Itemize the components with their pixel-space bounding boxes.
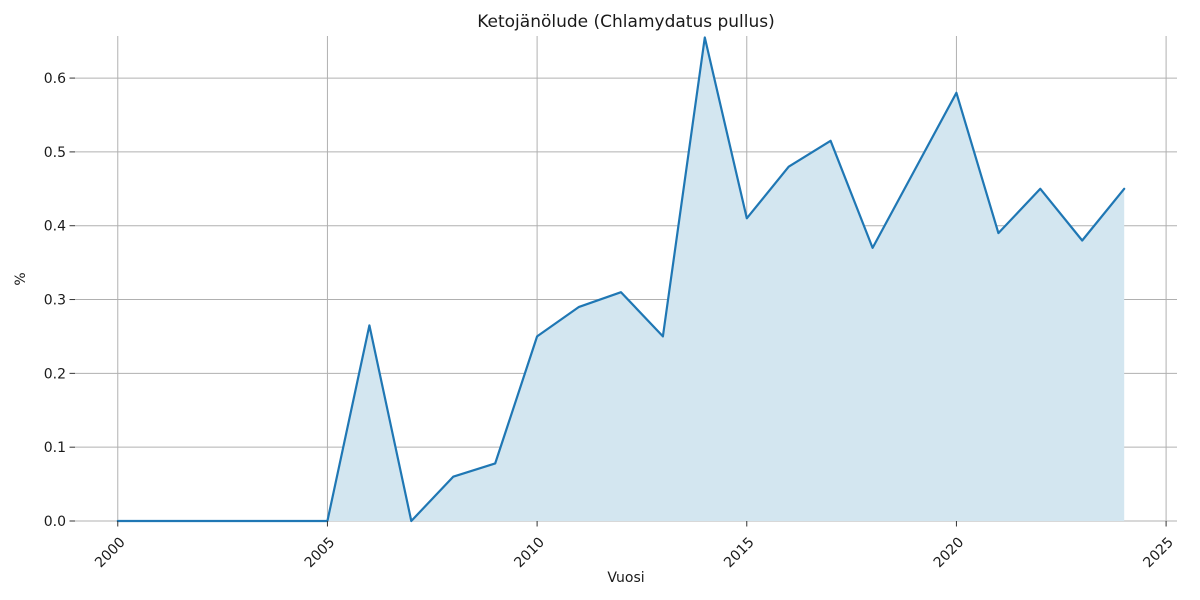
area-fill [117, 37, 1125, 521]
y-tick-label: 0.6 [44, 71, 66, 87]
y-tick-label: 0.3 [44, 293, 66, 309]
data-line-layer [116, 36, 1126, 523]
x-tick-label: 2015 [721, 535, 758, 572]
y-tick-label: 0.4 [44, 219, 66, 235]
x-tick-label: 2020 [931, 535, 968, 572]
data-line [116, 36, 1126, 523]
x-tick-label: 2010 [511, 535, 548, 572]
y-tick-label: 0.5 [44, 145, 66, 161]
y-tick-label: 0.0 [44, 514, 66, 530]
x-axis-label: Vuosi [607, 570, 644, 586]
area-fill-layer [117, 37, 1125, 521]
x-tick-label: 2025 [1140, 535, 1177, 572]
y-axis-label: % [13, 272, 29, 285]
x-tick-label: 2005 [302, 535, 339, 572]
chart-title: Ketojänölude (Chlamydatus pullus) [477, 12, 775, 32]
tick-marks [69, 77, 1167, 527]
x-tick-label: 2000 [92, 535, 129, 572]
y-tick-label: 0.1 [44, 440, 66, 456]
y-tick-label: 0.2 [44, 366, 66, 382]
